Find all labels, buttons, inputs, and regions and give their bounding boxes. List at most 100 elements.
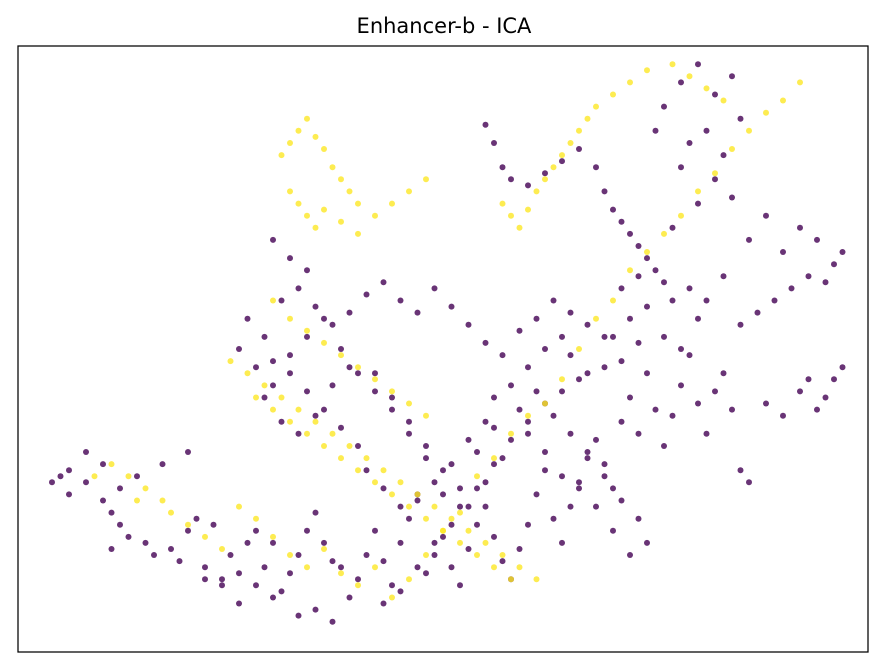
scatter-point-s0-217: [287, 255, 293, 262]
scatter-point-s1-7: [185, 521, 191, 528]
scatter-point-s1-122: [431, 503, 438, 510]
scatter-point-s1-50: [329, 164, 336, 171]
scatter-point-s0-79: [763, 400, 769, 407]
scatter-point-s0-7: [108, 546, 115, 552]
scatter-point-s1-92: [406, 400, 412, 407]
scatter-point-s0-227: [372, 388, 378, 395]
scatter-point-s1-24: [474, 473, 480, 480]
scatter-point-s0-26: [304, 527, 310, 534]
scatter-point-s0-94: [839, 249, 846, 255]
scatter-point-s0-141: [338, 424, 344, 431]
scatter-point-s0-55: [550, 515, 557, 522]
scatter-point-s0-25: [295, 552, 302, 558]
scatter-point-s1-17: [355, 582, 361, 589]
scatter-point-s0-183: [380, 600, 387, 607]
scatter-point-s1-39: [729, 146, 735, 152]
scatter-point-s0-192: [244, 315, 251, 322]
scatter-point-s0-225: [338, 346, 344, 352]
scatter-point-s0-17: [236, 570, 242, 577]
scatter-point-s0-110: [695, 61, 701, 68]
scatter-point-s0-11: [176, 558, 183, 565]
scatter-point-s1-71: [550, 164, 557, 171]
scatter-point-s0-91: [805, 273, 812, 280]
scatter-point-s0-126: [567, 352, 574, 359]
scatter-point-s0-106: [720, 152, 727, 159]
scatter-point-s1-83: [720, 97, 727, 104]
scatter-point-s0-87: [737, 321, 744, 328]
scatter-point-s0-251: [610, 333, 616, 340]
scatter-point-s0-153: [389, 394, 395, 401]
scatter-point-s0-219: [236, 346, 242, 352]
scatter-point-s0-124: [601, 364, 608, 371]
scatter-point-s0-237: [542, 170, 548, 177]
scatter-point-s0-95: [814, 236, 820, 243]
scatter-point-s1-46: [295, 127, 302, 134]
scatter-point-s1-3: [142, 485, 149, 492]
scatter-point-s1-110: [227, 358, 234, 365]
scatter-point-s0-245: [635, 243, 642, 249]
scatter-point-s1-100: [355, 467, 361, 474]
scatter-point-s0-34: [372, 527, 378, 534]
scatter-point-s0-194: [278, 297, 285, 304]
scatter-point-s1-96: [287, 418, 293, 425]
scatter-point-s1-48: [312, 133, 319, 140]
scatter-point-s0-56: [559, 539, 565, 546]
scatter-point-s0-168: [644, 539, 650, 546]
scatter-point-s0-195: [295, 285, 302, 292]
scatter-point-s1-68: [525, 206, 531, 213]
scatter-point-s0-118: [695, 315, 701, 322]
scatter-point-s1-73: [567, 140, 574, 146]
scatter-point-s0-171: [593, 503, 599, 510]
scatter-point-s1-42: [780, 97, 786, 104]
scatter-point-s0-236: [525, 182, 531, 189]
scatter-point-s0-76: [729, 406, 735, 413]
scatter-point-s1-109: [508, 576, 514, 583]
scatter-point-s0-73: [703, 430, 710, 437]
scatter-point-s1-77: [610, 91, 616, 98]
scatter-point-s0-185: [329, 618, 336, 625]
scatter-point-s1-101: [372, 479, 378, 486]
scatter-point-s1-14: [304, 564, 310, 571]
scatter-point-s0-22: [270, 539, 276, 546]
scatter-point-s1-67: [516, 224, 523, 231]
scatter-point-s1-18: [372, 564, 378, 571]
scatter-point-s0-158: [474, 449, 480, 455]
scatter-point-s0-134: [448, 461, 455, 468]
scatter-point-s1-98: [321, 443, 327, 449]
scatter-point-s1-90: [372, 376, 378, 383]
scatter-point-s1-31: [593, 315, 599, 322]
scatter-point-s0-267: [49, 479, 55, 486]
scatter-point-s1-9: [219, 546, 225, 552]
scatter-point-s0-173: [559, 473, 565, 480]
scatter-point-s0-114: [669, 224, 676, 231]
scatter-point-s0-20: [253, 527, 259, 534]
scatter-point-s0-150: [329, 382, 336, 389]
scatter-point-s0-127: [559, 333, 565, 340]
scatter-point-s0-229: [406, 430, 412, 437]
scatter-point-s0-165: [601, 473, 608, 480]
scatter-point-s0-204: [448, 303, 455, 310]
scatter-point-s0-92: [822, 279, 829, 286]
scatter-point-s0-4: [108, 509, 115, 516]
scatter-point-s0-140: [355, 443, 361, 449]
scatter-point-s0-63: [618, 418, 625, 425]
scatter-point-s1-6: [168, 509, 174, 516]
scatter-point-s0-89: [771, 297, 778, 304]
scatter-point-s0-54: [542, 467, 548, 474]
scatter-point-s1-85: [287, 315, 293, 322]
scatter-point-s1-112: [261, 382, 268, 389]
scatter-point-s0-35: [380, 558, 387, 565]
scatter-point-s1-76: [593, 103, 599, 110]
scatter-point-s1-27: [525, 412, 531, 419]
scatter-point-s0-111: [678, 79, 684, 86]
scatter-point-s0-193: [261, 333, 268, 340]
scatter-point-s0-166: [618, 497, 625, 504]
scatter-point-s0-99: [746, 236, 752, 243]
scatter-point-s1-1: [108, 461, 115, 468]
scatter-point-s1-20: [406, 576, 412, 583]
scatter-point-s1-57: [312, 224, 319, 231]
scatter-point-s0-253: [559, 388, 565, 395]
scatter-point-s0-151: [346, 364, 353, 371]
scatter-point-s1-56: [304, 212, 310, 219]
scatter-point-s1-51: [338, 176, 344, 183]
